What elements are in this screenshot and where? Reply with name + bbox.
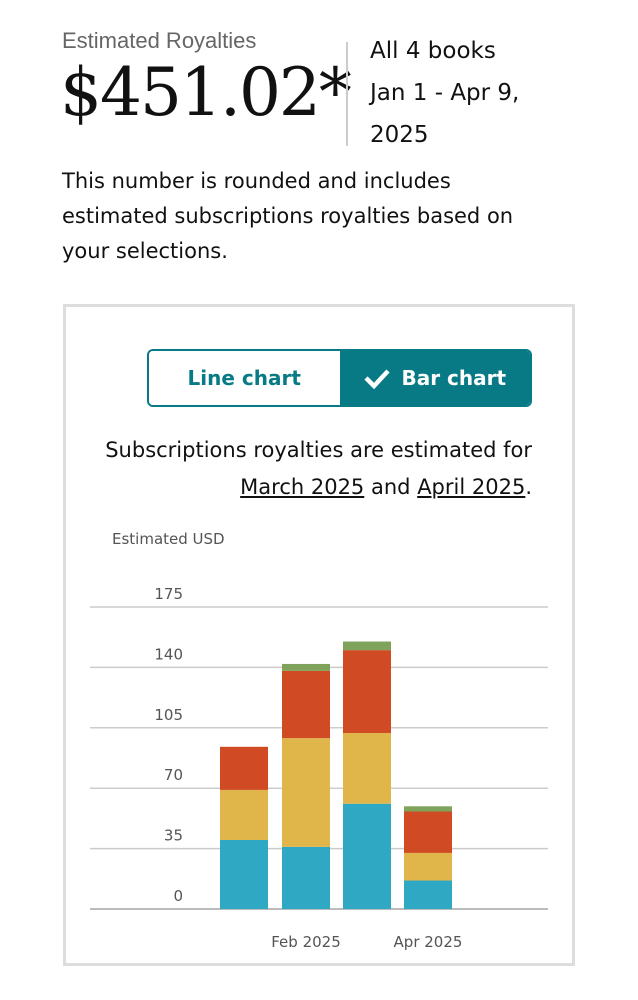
- y-axis-label: Estimated USD: [112, 530, 225, 548]
- divider: [346, 42, 348, 146]
- x-tick-label: Apr 2025: [394, 933, 463, 951]
- bar-segment: [282, 846, 330, 909]
- y-tick-label: 0: [173, 887, 183, 905]
- bar-segment: [343, 732, 391, 804]
- y-tick-label: 105: [154, 706, 183, 724]
- line-chart-button[interactable]: Line chart: [149, 351, 340, 405]
- bar-segment: [220, 789, 268, 840]
- bar-segment: [282, 738, 330, 847]
- bar-segment: [282, 670, 330, 739]
- bar-segment: [343, 641, 391, 651]
- check-icon: [364, 369, 391, 389]
- line-chart-label: Line chart: [187, 366, 301, 390]
- scope-info: All 4 books Jan 1 - Apr 9, 2025: [370, 30, 519, 156]
- description: This number is rounded and includes esti…: [62, 169, 514, 263]
- march-2025-link[interactable]: March 2025: [240, 475, 365, 499]
- estimate-note: Subscriptions royalties are estimated fo…: [70, 432, 532, 506]
- royalties-amount: $451.02*: [60, 54, 352, 131]
- y-tick-label: 35: [164, 827, 183, 845]
- bar-segment: [343, 650, 391, 733]
- bar-segment: [220, 746, 268, 790]
- y-tick-label: 70: [164, 766, 183, 784]
- note-and: and: [370, 475, 411, 499]
- estimated-royalties-label: Estimated Royalties: [62, 28, 257, 53]
- bar-segment: [404, 880, 452, 909]
- bar-chart-button[interactable]: Bar chart: [339, 351, 530, 405]
- bar-segment: [343, 803, 391, 909]
- chart-card: [63, 304, 575, 966]
- note-period: .: [525, 475, 532, 499]
- date-range-year: 2025: [370, 122, 429, 148]
- x-tick-label: Feb 2025: [271, 933, 341, 951]
- april-2025-link[interactable]: April 2025: [417, 475, 526, 499]
- bar-chart-label: Bar chart: [401, 366, 507, 390]
- books-filter: All 4 books: [370, 38, 496, 64]
- y-tick-label: 175: [154, 585, 183, 603]
- bar-segment: [404, 806, 452, 812]
- y-tick-label: 140: [154, 645, 183, 663]
- date-range: Jan 1 - Apr 9,: [370, 80, 520, 106]
- bar-segment: [220, 839, 268, 909]
- bar-segment: [404, 811, 452, 853]
- bar-segment: [282, 663, 330, 671]
- note-text: Subscriptions royalties are estimated fo…: [105, 438, 532, 462]
- bar-segment: [404, 852, 452, 881]
- chart-type-toggle: Line chart Bar chart: [147, 349, 532, 407]
